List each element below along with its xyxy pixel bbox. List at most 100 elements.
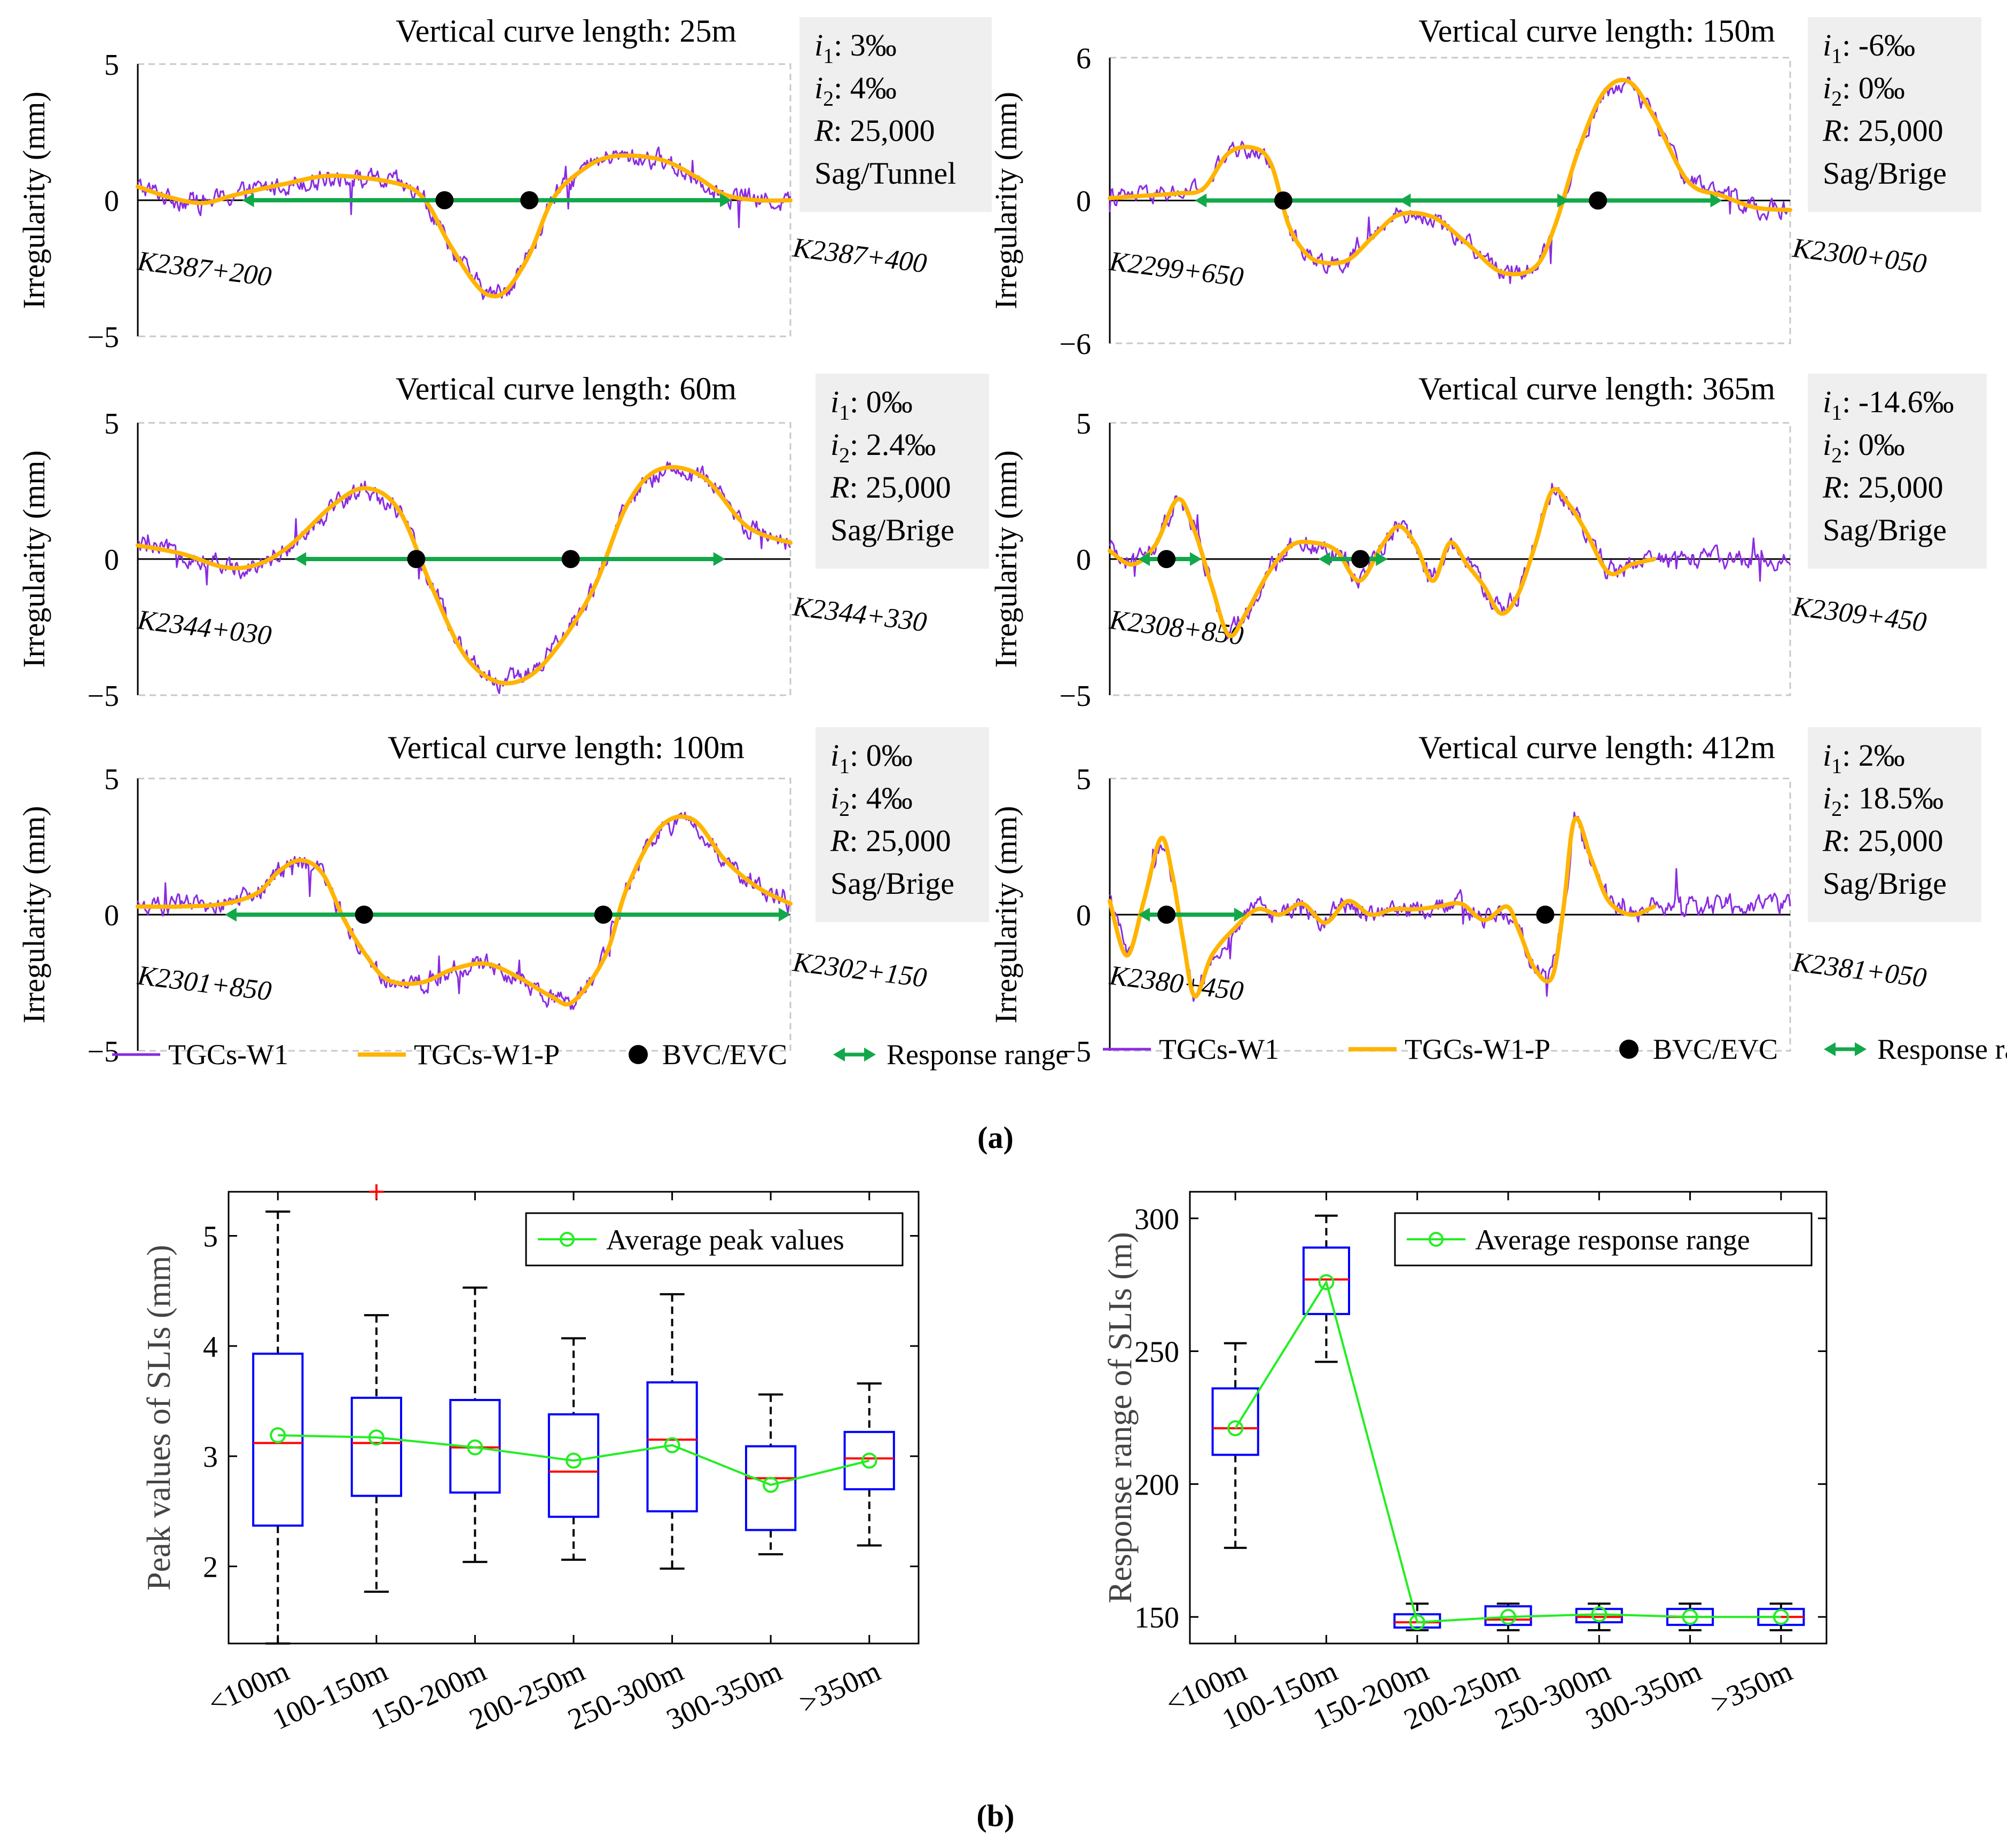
tgcs-w1-p-line [136,153,793,298]
box [843,1430,895,1491]
start-station-label: K2344+030 [136,604,273,651]
start-station-label: K2380+450 [1108,960,1245,1006]
y-axis-label: Irregularity (mm) [989,92,1023,309]
legend-avg-label: Average peak values [606,1224,844,1256]
panel-label-b: (b) [977,1798,1015,1833]
tgcs-w1-p-line [1108,487,1657,639]
y-tick-label: 5 [1076,407,1091,441]
info-i1: i1: 2‰ [1823,738,1905,778]
y-tick-label: 0 [104,544,119,577]
legend-bvc-swatch [629,1045,648,1064]
y-tick-label: 4 [203,1331,218,1364]
info-structure-type: Sag/Brige [1823,513,1947,547]
tgcs-w1-p-line [1108,816,1657,999]
info-i2: i2: 18.5‰ [1823,781,1943,821]
info-i2: i2: 4‰ [830,781,913,821]
outlier-marker [369,1184,384,1199]
x-tick-label: >350m [1706,1655,1797,1720]
y-tick-label: 6 [1076,42,1091,75]
end-station-label: K2387+400 [791,232,929,279]
y-tick-label: 0 [1076,899,1091,932]
average-point [1591,1606,1608,1623]
response-range-arrow-head-left [224,908,237,922]
bvc-evc-point [407,550,426,568]
y-tick-label: 300 [1134,1203,1179,1236]
response-range-arrow-2-head-right [1710,193,1722,208]
line-panel-L60: 5 0 −5 Irregularity (mm) Vertical curve leng… [17,371,989,713]
response-range-arrow-head-right [720,193,732,207]
info-i2: i2: 0‰ [1823,427,1905,467]
y-axis-label: Irregularity (mm) [989,806,1023,1023]
legend-range-label: Response range [1877,1033,2007,1065]
line-panel-L100: 5 0 −5 Irregularity (mm) Vertical curve leng… [17,727,989,1068]
response-range-arrow-head-right [1234,908,1246,922]
legend-w1-label: TGCs-W1 [168,1039,288,1071]
info-radius: R: 25,000 [1822,113,1943,148]
average-point [1409,1614,1425,1631]
info-i1: i1: -6‰ [1823,28,1915,68]
info-box [1808,374,1987,569]
legend-a-left: TGCs-W1 TGCs-W1-P BVC/EVC Response range [112,1039,1068,1071]
average-point [1318,1274,1335,1291]
bvc-evc-point [561,550,580,568]
average-point [1682,1609,1698,1625]
end-station-label: K2344+330 [791,591,929,638]
box [547,1413,600,1518]
tgcs-w1-p-line [136,814,793,1007]
legend-range-head-right [1855,1042,1867,1056]
response-range-arrow-head-right [1189,552,1202,566]
y-tick-label: −5 [1059,1035,1091,1068]
response-range-arrow-2-head-left [1399,193,1411,208]
info-structure-type: Sag/Brige [1823,156,1947,191]
info-i1: i1: 3‰ [814,28,897,68]
info-i2: i2: 2.4‰ [830,427,936,467]
bvc-evc-point [1536,906,1555,924]
info-radius: R: 25,000 [1822,470,1943,505]
y-tick-label: 2 [203,1551,218,1584]
response-range-arrow-head-left [1138,552,1150,566]
average-point [1500,1609,1516,1625]
legend-range-head-right [864,1048,876,1061]
response-range-arrow-2-head-left [1318,552,1330,566]
box [449,1398,501,1494]
y-tick-label: −5 [1059,680,1091,713]
legend-a-right: TGCs-W1 TGCs-W1-P BVC/EVC Response range [1103,1033,2007,1065]
chart-title: Vertical curve length: 412m [1418,730,1775,765]
tgcs-w1-line [1109,812,1791,1002]
end-station-label: K2381+050 [1791,947,1928,993]
chart-title: Vertical curve length: 25m [396,13,736,49]
legend-range-head-left [833,1048,845,1061]
start-station-label: K2299+650 [1108,246,1245,293]
legend-bvc-label: BVC/EVC [662,1039,787,1071]
x-tick-label: >350m [795,1655,885,1720]
legend-range-label: Response range [887,1039,1068,1071]
x-tick-label: 300-350m [662,1655,787,1736]
line-panel-L25: 5 0 −5 Irregularity (mm) Vertical curve leng… [17,13,992,354]
y-tick-label: 3 [203,1441,218,1474]
info-box [816,374,989,569]
average-point [664,1437,680,1453]
average-point [368,1429,385,1446]
chart-title: Vertical curve length: 365m [1418,371,1775,406]
bvc-evc-point [594,906,613,924]
bvc-evc-point [520,191,539,209]
info-radius: R: 25,000 [830,470,951,505]
legend-bvc-label: BVC/EVC [1653,1033,1778,1065]
line-panel-L365: 5 0 −5 Irregularity (mm) Vertical curve leng… [989,371,1987,713]
box [745,1445,797,1531]
y-tick-label: 0 [1076,185,1091,218]
y-tick-label: 0 [104,899,119,932]
y-tick-label: 250 [1134,1336,1179,1369]
bvc-evc-point [1589,191,1608,210]
info-structure-type: Sag/Brige [830,866,954,901]
info-box [1808,17,1981,212]
y-axis-label: Response range of SLIs (m) [1102,1232,1139,1603]
y-tick-label: −5 [87,680,119,713]
tgcs-w1-p-line [136,465,793,686]
y-tick-label: −5 [87,1035,119,1068]
average-point [467,1439,483,1456]
average-point [270,1427,286,1444]
